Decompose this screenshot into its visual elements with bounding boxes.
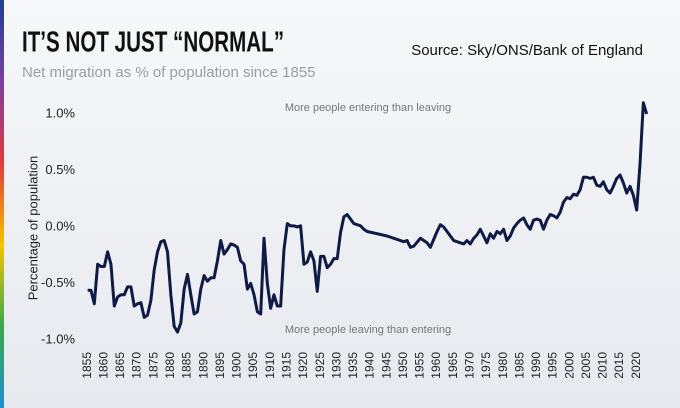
x-tick-label: 1975	[479, 352, 493, 379]
x-tick-label: 1895	[213, 352, 227, 379]
x-tick-label: 1940	[363, 352, 377, 379]
x-tick-label: 1945	[379, 352, 393, 379]
x-tick-label: 1950	[396, 352, 410, 379]
x-tick-label: 1920	[296, 352, 310, 379]
x-tick-label: 1980	[496, 352, 510, 379]
x-tick-label: 1855	[80, 352, 94, 379]
y-tick-label: 0.0%	[45, 218, 75, 233]
x-tick-label: 1930	[329, 352, 343, 379]
x-tick-label: 1860	[96, 352, 110, 379]
x-tick-label: 1965	[446, 352, 460, 379]
x-tick-label: 1915	[279, 352, 293, 379]
x-tick-label: 1910	[263, 352, 277, 379]
x-tick-label: 2020	[629, 352, 643, 379]
chart-title: IT’S NOT JUST “NORMAL”	[22, 27, 284, 59]
x-tick-label: 1905	[246, 352, 260, 379]
x-tick-label: 1870	[130, 352, 144, 379]
y-axis-label: Percentage of population	[25, 156, 40, 301]
x-tick-label: 1885	[180, 352, 194, 379]
x-tick-label: 1925	[313, 352, 327, 379]
x-tick-label: 1890	[196, 352, 210, 379]
x-tick-label: 1990	[529, 352, 543, 379]
x-tick-label: 1900	[230, 352, 244, 379]
data-line	[87, 101, 649, 334]
y-tick-label: -1.0%	[41, 331, 75, 346]
annotation: More people leaving than entering	[285, 324, 451, 336]
x-tick-label: 2005	[579, 352, 593, 379]
x-tick-label: 1880	[163, 352, 177, 379]
annotation: More people entering than leaving	[285, 102, 451, 114]
x-tick-label: 2000	[562, 352, 576, 379]
x-tick-label: 1955	[413, 352, 427, 379]
x-tick-label: 2015	[612, 352, 626, 379]
subtitle: Net migration as % of population since 1…	[22, 64, 316, 81]
x-tick-label: 1985	[512, 352, 526, 379]
x-tick-label: 1970	[462, 352, 476, 379]
y-tick-label: 0.5%	[45, 162, 75, 177]
x-tick-label: 1960	[429, 352, 443, 379]
x-tick-label: 1875	[146, 352, 160, 379]
source: Source: Sky/ONS/Bank of England	[411, 42, 643, 59]
color-strip	[0, 0, 4, 408]
y-tick-label: -0.5%	[41, 275, 75, 290]
x-tick-label: 2010	[596, 352, 610, 379]
x-tick-label: 1995	[546, 352, 560, 379]
x-tick-label: 1865	[113, 352, 127, 379]
x-tick-label: 1935	[346, 352, 360, 379]
y-tick-label: 1.0%	[45, 105, 75, 120]
